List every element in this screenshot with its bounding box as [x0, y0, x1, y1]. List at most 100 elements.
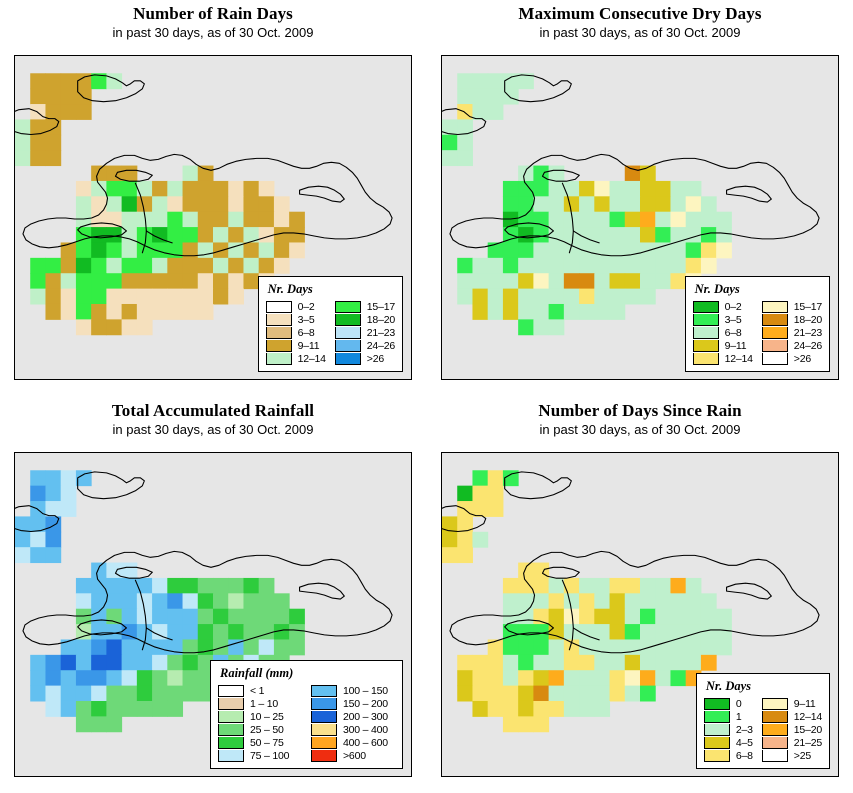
- legend-column-right: 15–17 18–20 21–23 24–26 >26: [761, 300, 822, 365]
- heatmap-cell: [121, 242, 138, 259]
- legend-columns: 0–2 3–5 6–8 9–11 12–14 15–17 18–20 21–23 24–26 >…: [265, 300, 395, 365]
- heatmap-cell: [167, 654, 184, 671]
- legend-label: >25: [793, 749, 812, 762]
- legend-entry: 150 – 200: [311, 697, 395, 710]
- heatmap-cell: [685, 593, 702, 610]
- heatmap-cell: [655, 624, 671, 640]
- legend-entry: 100 – 150: [311, 684, 395, 697]
- map-frame-max-consecutive-dry-days[interactable]: Nr. Days 0–2 3–5 6–8 9–11 12–14 15–17 18–20 21…: [441, 55, 839, 380]
- heatmap-cell: [228, 639, 244, 656]
- heatmap-cell: [75, 257, 92, 274]
- heatmap-cell: [182, 593, 199, 610]
- heatmap-cell: [45, 470, 62, 487]
- heatmap-cell: [609, 608, 626, 625]
- legend-swatch: [761, 300, 788, 313]
- heatmap-cell: [75, 180, 92, 197]
- legend-rain-days[interactable]: Nr. Days 0–2 3–5 6–8 9–11 12–14 15–17 18–20 21…: [257, 276, 403, 372]
- heatmap-cell: [75, 608, 92, 625]
- heatmap-cell: [579, 608, 595, 625]
- heatmap-cell: [609, 593, 626, 610]
- heatmap-cell: [548, 654, 565, 671]
- heatmap-cell: [121, 670, 138, 687]
- heatmap-cell: [91, 654, 107, 671]
- legend-label: 150 – 200: [343, 697, 388, 710]
- heatmap-cell: [197, 196, 214, 213]
- heatmap-cell: [213, 257, 229, 274]
- heatmap-cell: [45, 288, 62, 305]
- heatmap-cell: [670, 624, 687, 640]
- heatmap-cell: [700, 624, 717, 640]
- heatmap-cell: [15, 119, 31, 136]
- heatmap-cell: [502, 211, 519, 228]
- heatmap-cell: [30, 485, 46, 502]
- heatmap-cell: [258, 608, 275, 625]
- legend-entry: 9–11: [761, 697, 822, 710]
- heatmap-cell: [685, 227, 702, 243]
- panel-3-title: Total Accumulated Rainfall: [111, 401, 315, 420]
- heatmap-cell: [624, 257, 641, 274]
- heatmap-cell: [60, 88, 77, 105]
- heatmap-cell: [197, 242, 214, 259]
- heatmap-cell: [579, 196, 595, 213]
- legend-label: >26: [793, 352, 812, 365]
- heatmap-cell: [45, 303, 62, 320]
- heatmap-cell: [716, 608, 732, 625]
- legend-swatch: [265, 339, 292, 352]
- heatmap-cell: [518, 319, 534, 336]
- heatmap-cell: [121, 288, 138, 305]
- heatmap-cell: [716, 242, 732, 259]
- heatmap-cell: [472, 88, 489, 105]
- heatmap-cell: [609, 288, 626, 305]
- heatmap-cell: [487, 242, 504, 259]
- heatmap-cell: [624, 577, 641, 594]
- legend-label: < 1: [250, 684, 265, 697]
- legend-entry: 12–14: [692, 352, 753, 365]
- heatmap-cell: [487, 700, 504, 717]
- heatmap-cell: [197, 211, 214, 228]
- heatmap-cell: [167, 257, 184, 274]
- legend-title: Nr. Days: [694, 282, 740, 296]
- legend-label: 400 – 600: [343, 736, 388, 749]
- legend-entry: 10 – 25: [218, 710, 302, 723]
- heatmap-cell: [197, 257, 214, 274]
- heatmap-cell: [472, 257, 489, 274]
- heatmap-cell: [624, 227, 641, 243]
- legend-max-consecutive-dry-days[interactable]: Nr. Days 0–2 3–5 6–8 9–11 12–14 15–17 18–20 21…: [684, 276, 830, 372]
- heatmap-cell: [655, 639, 671, 656]
- heatmap-cell: [167, 242, 184, 259]
- heatmap-cell: [563, 593, 580, 610]
- heatmap-cell: [152, 257, 168, 274]
- heatmap-cell: [685, 196, 702, 213]
- heatmap-cell: [518, 180, 534, 197]
- map-frame-days-since-rain[interactable]: Nr. Days 0 1 2–3 4–5 6–8 9–11 12–14 15–20 21–25…: [441, 452, 839, 777]
- legend-entry: 6–8: [703, 749, 753, 762]
- legend-swatch: [265, 313, 292, 326]
- heatmap-cell: [121, 273, 138, 290]
- legend-entry: 3–5: [265, 313, 326, 326]
- heatmap-cell: [45, 685, 62, 702]
- heatmap-cell: [136, 180, 153, 197]
- map-frame-rain-days[interactable]: Nr. Days 0–2 3–5 6–8 9–11 12–14 15–17 18–20 21…: [14, 55, 412, 380]
- heatmap-cell: [197, 593, 214, 610]
- heatmap-cell: [640, 211, 656, 228]
- heatmap-cell: [670, 670, 687, 687]
- heatmap-cell: [60, 288, 77, 305]
- legend-days-since-rain[interactable]: Nr. Days 0 1 2–3 4–5 6–8 9–11 12–14 15–20 21–25…: [695, 673, 830, 769]
- heatmap-cell: [136, 273, 153, 290]
- legend-column-left: 0–2 3–5 6–8 9–11 12–14: [692, 300, 753, 365]
- heatmap-cell: [457, 134, 473, 151]
- heatmap-cell: [533, 608, 550, 625]
- heatmap-cell: [609, 303, 626, 320]
- heatmap-cell: [670, 211, 687, 228]
- heatmap-cell: [533, 654, 550, 671]
- heatmap-cell: [609, 180, 626, 197]
- legend-columns: 0 1 2–3 4–5 6–8 9–11 12–14 15–20 21–25 >25: [703, 697, 822, 762]
- heatmap-cell: [655, 608, 671, 625]
- heatmap-cell: [700, 654, 717, 671]
- heatmap-cell: [670, 180, 687, 197]
- heatmap-cell: [30, 273, 46, 290]
- heatmap-cell: [472, 104, 489, 120]
- heatmap-cell: [655, 196, 671, 213]
